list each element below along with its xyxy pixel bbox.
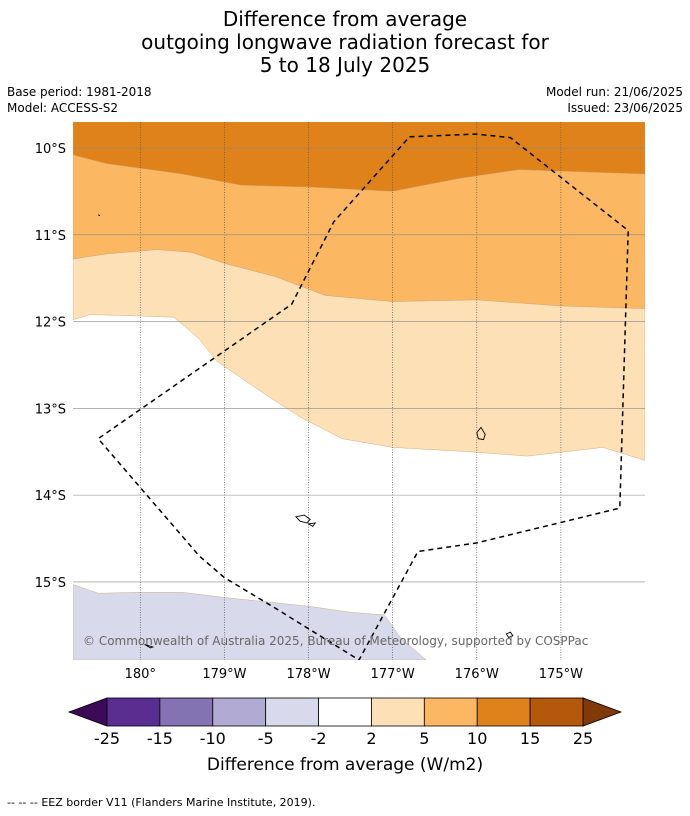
- colorbar-segment-8: [529, 697, 584, 727]
- title-line-3: 5 to 18 July 2025: [259, 53, 431, 77]
- x-tick-label-4: 176°W: [455, 667, 499, 682]
- map-area: © Commonwealth of Australia 2025, Bureau…: [73, 122, 645, 660]
- y-axis-ticks: 10°S 11°S 12°S 13°S 14°S 15°S: [35, 142, 66, 591]
- colorbar-tick-label-4: -2: [311, 729, 327, 748]
- meta-left: Base period: 1981-2018 Model: ACCESS-S2: [7, 84, 152, 116]
- colorbar-tick-label-2: -10: [200, 729, 226, 748]
- colorbar-segment-5: [371, 697, 425, 727]
- colorbar-tick-label-0: -25: [94, 729, 120, 748]
- model-run: Model run: 21/06/2025: [545, 85, 683, 99]
- colorbar-tick-label-6: 5: [419, 729, 429, 748]
- island-5: [97, 214, 101, 217]
- y-tick-label-3: 13°S: [35, 402, 66, 417]
- issued-date: Issued: 23/06/2025: [567, 101, 683, 115]
- colorbar-label: Difference from average (W/m2): [207, 755, 483, 775]
- model-name: Model: ACCESS-S2: [7, 101, 119, 115]
- chart-title: Difference from average outgoing longwav…: [0, 8, 690, 77]
- graticule: [73, 122, 645, 660]
- island-1: [295, 514, 311, 524]
- colorbar: -25 -15 -10 -5 -2 2 5 10 15 25: [67, 697, 623, 748]
- title-line-2: outgoing longwave radiation forecast for: [141, 30, 549, 54]
- colorbar-segment-2: [212, 697, 267, 727]
- title-line-1: Difference from average: [222, 7, 468, 31]
- x-tick-label-1: 179°W: [202, 667, 246, 682]
- colorbar-segment-4: [318, 697, 372, 727]
- y-tick-label-4: 14°S: [35, 489, 66, 504]
- colorbar-segment-7: [476, 697, 531, 727]
- eez-legend-text: EEZ border V11 (Flanders Marine Institut…: [41, 796, 316, 809]
- meta-right: Model run: 21/06/2025 Issued: 23/06/2025: [546, 84, 683, 116]
- colorbar-segment-0: [106, 697, 161, 727]
- island-4: [144, 643, 155, 649]
- contour-region-2: [73, 249, 645, 461]
- contour-region-3: [73, 584, 427, 660]
- colorbar-extend-low: [67, 697, 108, 727]
- eez-border-line: [97, 133, 629, 660]
- islands: [97, 214, 514, 649]
- colorbar-tick-label-5: 2: [366, 729, 376, 748]
- island-0: [476, 426, 486, 441]
- colorbar-tick-label-7: 10: [467, 729, 487, 748]
- eez-legend: -- -- -- EEZ border V11 (Flanders Marine…: [7, 796, 315, 809]
- colorbar-tick-label-9: 25: [573, 729, 593, 748]
- colorbar-segment-3: [265, 697, 319, 727]
- x-tick-label-3: 177°W: [371, 667, 415, 682]
- copyright-annotation: © Commonwealth of Australia 2025, Bureau…: [83, 634, 588, 648]
- colorbar-tick-label-8: 15: [520, 729, 540, 748]
- island-3: [505, 631, 514, 638]
- contour-regions: [73, 122, 645, 660]
- x-tick-label-5: 175°W: [539, 667, 583, 682]
- y-tick-label-1: 11°S: [35, 229, 66, 244]
- x-tick-label-2: 178°W: [286, 667, 330, 682]
- colorbar-tick-label-3: -5: [258, 729, 274, 748]
- x-tick-label-0: 180°: [125, 667, 156, 682]
- eez-legend-symbol: -- -- --: [7, 796, 38, 809]
- y-tick-label-5: 15°S: [35, 576, 66, 591]
- colorbar-segment-6: [423, 697, 478, 727]
- y-tick-label-0: 10°S: [35, 142, 66, 157]
- colorbar-tick-label-1: -15: [147, 729, 173, 748]
- colorbar-extend-high: [582, 697, 623, 727]
- y-tick-label-2: 12°S: [35, 316, 66, 331]
- x-axis-ticks: 180° 179°W 178°W 177°W 176°W 175°W: [125, 667, 583, 682]
- colorbar-segment-1: [159, 697, 214, 727]
- base-period: Base period: 1981-2018: [7, 85, 152, 99]
- island-2: [307, 522, 317, 528]
